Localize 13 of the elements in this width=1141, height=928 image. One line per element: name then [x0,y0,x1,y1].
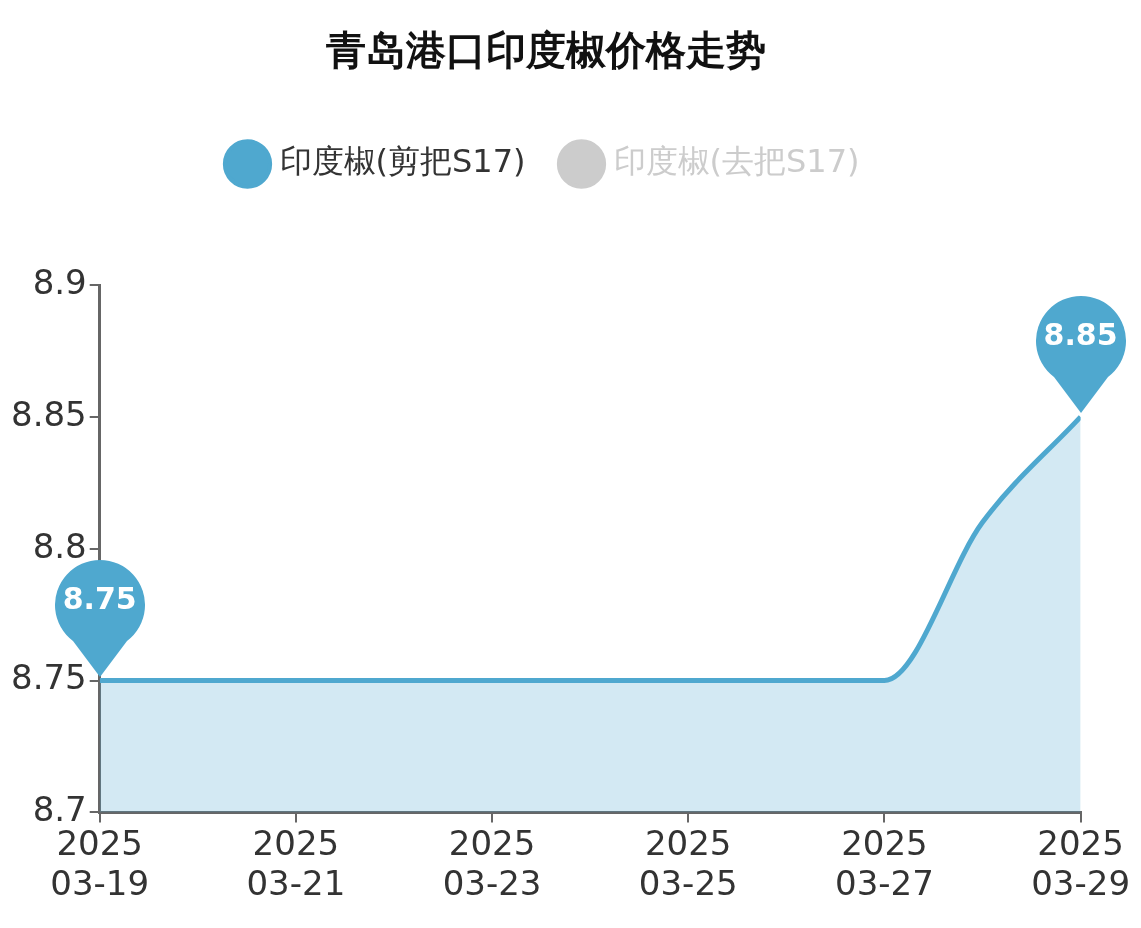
y-tick-label: 8.75 [11,657,87,698]
x-tick-label: 2025 03-25 [638,822,738,904]
x-tick-label: 2025 03-21 [246,822,346,904]
x-tick-label: 2025 03-29 [1031,822,1130,904]
y-tick-label: 8.9 [32,261,87,302]
x-tick-label: 2025 03-23 [442,822,542,904]
data-label: 8.85 [1042,316,1119,352]
y-tick-label: 8.8 [32,525,87,566]
y-tick-label: 8.85 [11,393,87,434]
legend-label: 印度椒(剪把S17) [279,142,526,181]
chart-title: 青岛港口印度椒价格走势 [324,27,766,74]
x-tick-label: 2025 03-27 [835,822,934,904]
data-label: 8.75 [61,580,138,616]
